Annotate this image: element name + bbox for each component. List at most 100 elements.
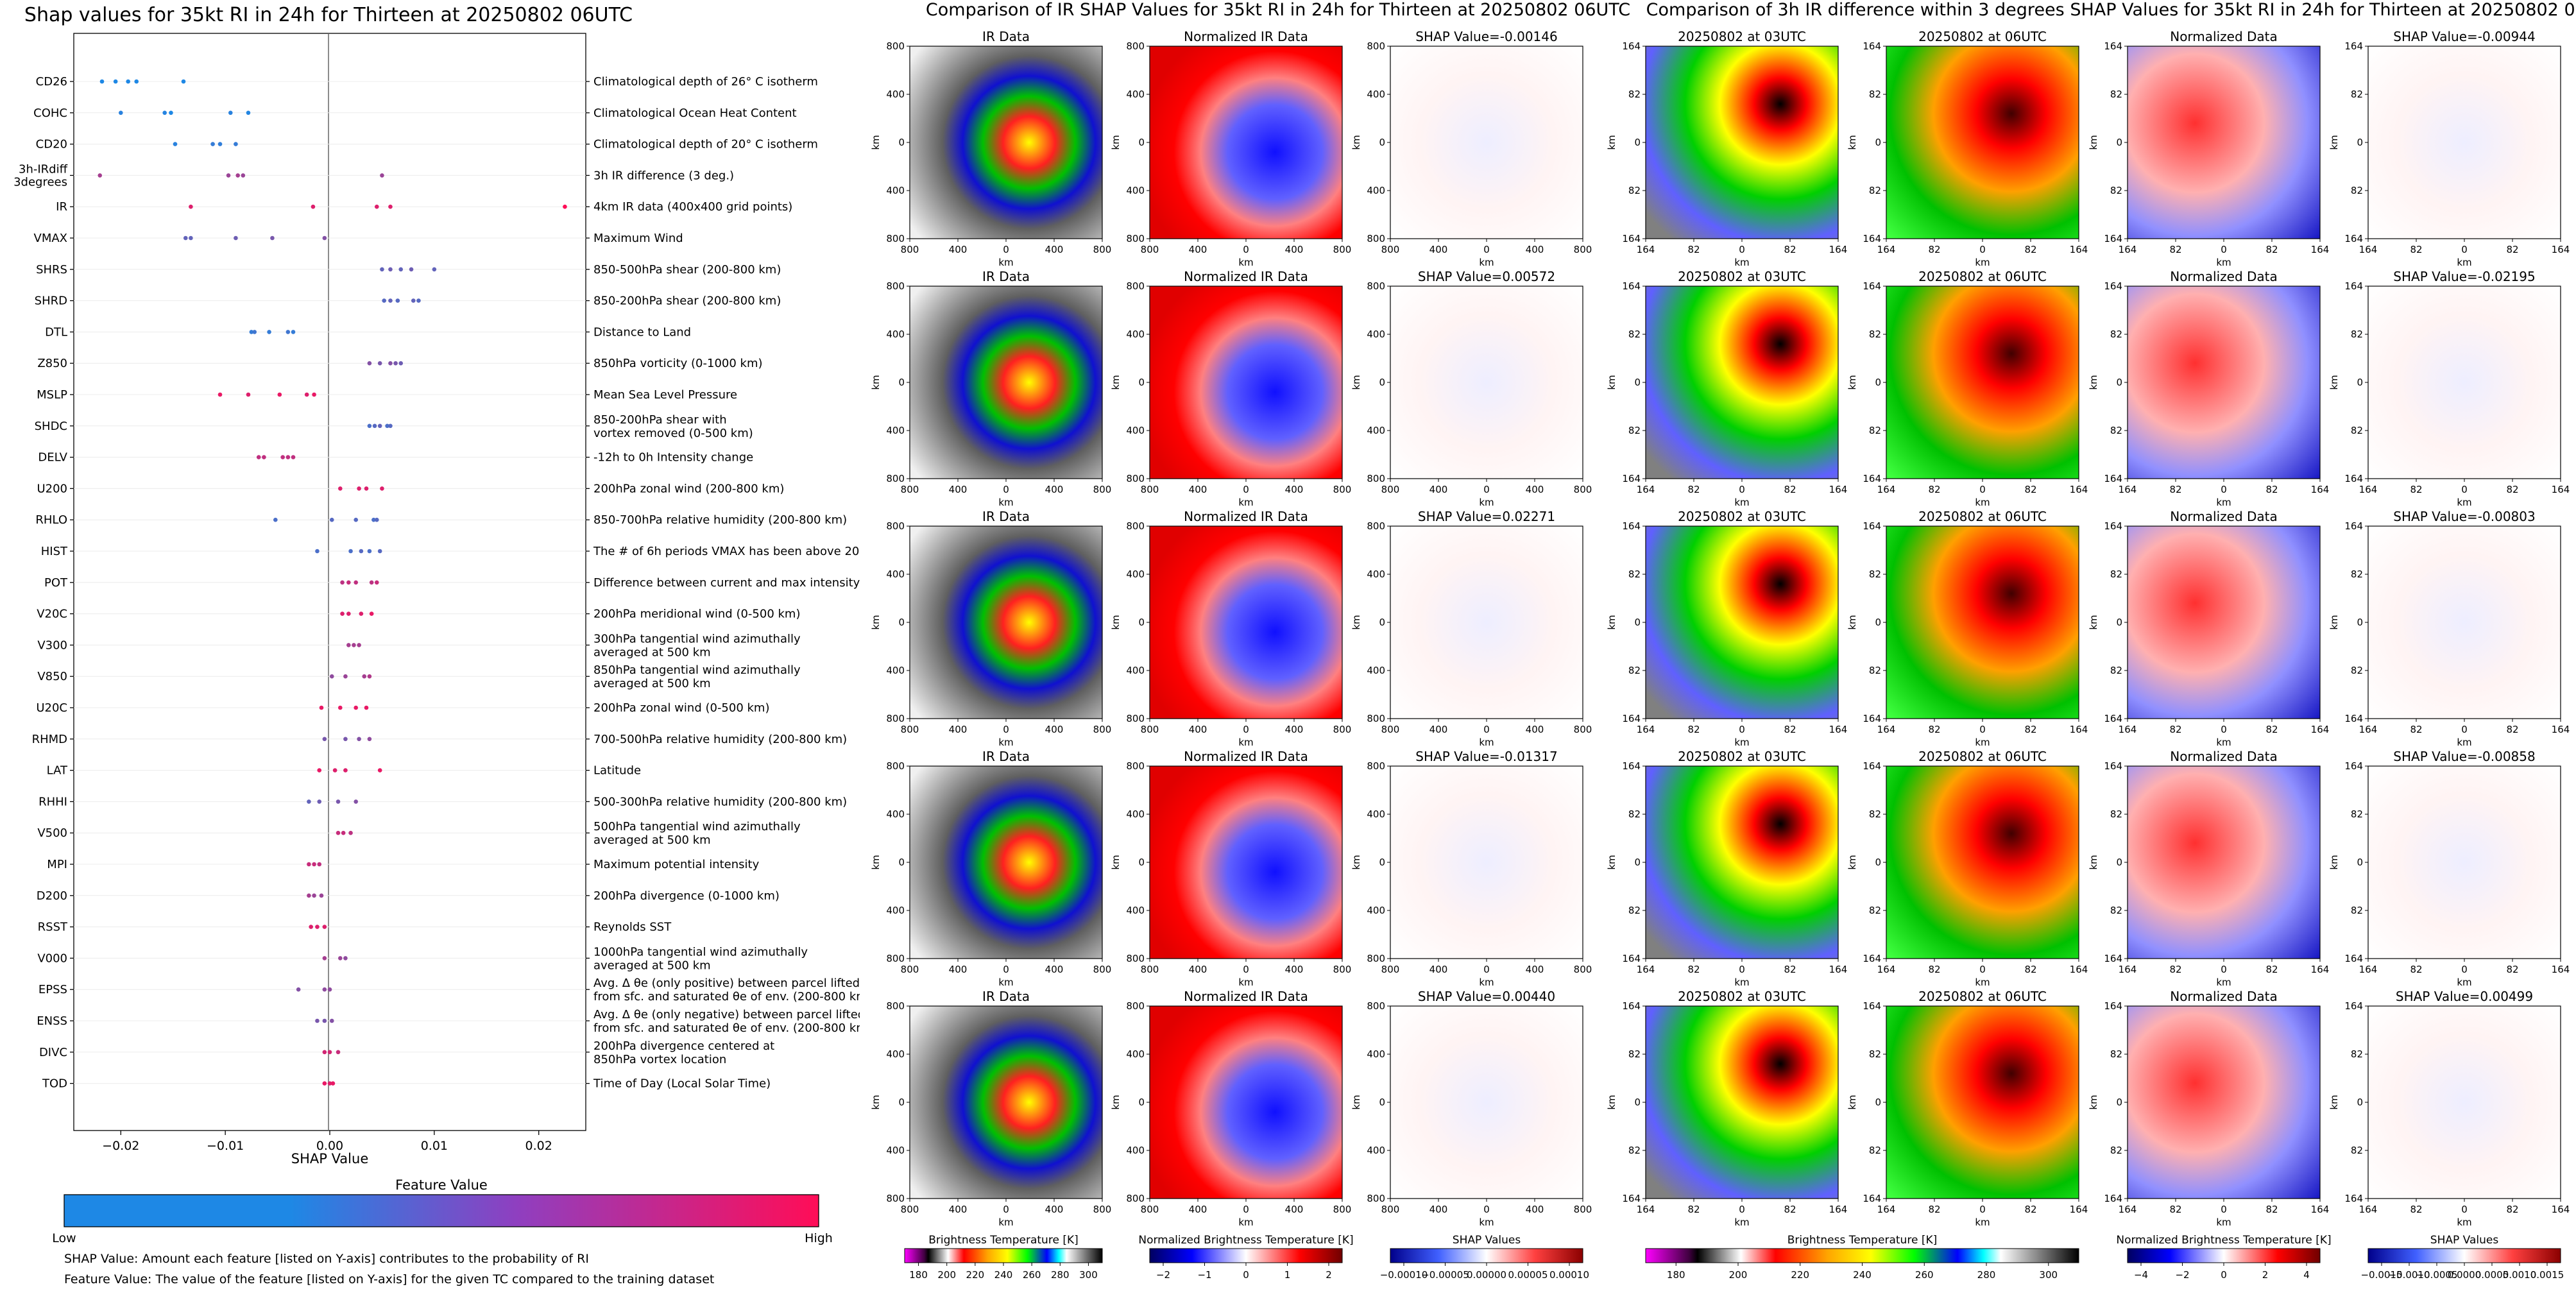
y-tick-label: 82 <box>1869 808 1881 820</box>
shap-point <box>346 580 351 585</box>
panel-image <box>1645 46 1839 239</box>
x-tick-label: 0 <box>1739 724 1745 735</box>
panel-image <box>1149 286 1343 479</box>
x-tick-label: 400 <box>1189 484 1207 495</box>
feature-description-label: 850-200hPa shear with vortex removed (0-5… <box>593 413 753 440</box>
colorbar-tick-label: 280 <box>1051 1269 1070 1281</box>
x-tick-label: 800 <box>1141 1204 1159 1215</box>
x-axis-label: km <box>2457 737 2471 748</box>
panel-title: 20250802 at 03UTC <box>1678 749 1806 764</box>
panel-image <box>2127 286 2321 479</box>
shap-point <box>312 392 316 397</box>
shap-point <box>134 79 139 84</box>
panel-title: Normalized IR Data <box>1184 989 1308 1004</box>
x-tick-label: 800 <box>1141 964 1159 975</box>
colorbar-tick-label: 0 <box>2221 1269 2227 1281</box>
x-tick-label: 82 <box>2024 724 2036 735</box>
feature-code-label: SHDC <box>35 420 67 433</box>
colorbar-tick-label: −0.0015 <box>2360 1269 2402 1281</box>
y-tick-label: 164 <box>1622 1193 1641 1204</box>
shap-point <box>346 643 351 647</box>
panel-image <box>1149 765 1343 959</box>
shap-point <box>374 580 379 585</box>
shap-point <box>359 549 364 554</box>
shap-point <box>380 173 384 178</box>
x-tick-label: 800 <box>1093 964 1112 975</box>
feature-description-label: Reynolds SST <box>593 921 672 934</box>
shap-point <box>118 110 123 115</box>
x-tick-label: 0 <box>1739 484 1745 495</box>
x-axis-label: km <box>1734 737 1749 748</box>
colorbar-strip <box>2367 1248 2561 1263</box>
y-tick-label: 800 <box>886 1000 905 1012</box>
y-tick-label: 82 <box>1869 905 1881 916</box>
feature-code-label: V300 <box>37 638 67 652</box>
x-tick-label: 0 <box>2461 484 2468 495</box>
y-axis-label: km <box>870 615 882 629</box>
x-tick-label: 0 <box>1243 484 1249 495</box>
x-axis-label: km <box>2216 737 2231 748</box>
colorbar-tick-label: 240 <box>1853 1269 1872 1281</box>
y-tick-label: 0 <box>1634 137 1641 148</box>
x-tick-label: 164 <box>2119 724 2137 735</box>
feature-code-label: EPSS <box>38 983 67 996</box>
x-tick-label: 82 <box>2506 484 2518 495</box>
y-tick-label: 400 <box>886 329 905 340</box>
feature-code-label: LAT <box>47 764 68 778</box>
y-axis-label: km <box>2088 855 2099 869</box>
x-tick-label: 800 <box>1333 484 1352 495</box>
feature-code-label: POT <box>44 576 68 590</box>
x-axis-label: km <box>1975 737 1990 748</box>
panel-image <box>909 46 1103 239</box>
shap-point <box>388 204 393 209</box>
feature-description-label: 300hPa tangential wind azimuthally averag… <box>593 632 801 659</box>
y-tick-label: 0 <box>2357 857 2363 868</box>
y-tick-label: 0 <box>2116 377 2122 388</box>
shap-point <box>312 862 316 867</box>
shap-point <box>388 423 393 429</box>
x-tick-label: 0 <box>1979 724 1986 735</box>
x-tick-label: 800 <box>1333 724 1352 735</box>
y-tick-label: 800 <box>1367 473 1385 484</box>
y-tick-label: 164 <box>2104 233 2122 244</box>
ir3h-panel: Normalized Data1641648282008282164164kmk… <box>2088 29 2329 268</box>
y-axis-label: km <box>2088 1095 2099 1109</box>
y-tick-label: 0 <box>1138 617 1145 628</box>
y-tick-label: 400 <box>1126 425 1145 436</box>
x-tick-label: 82 <box>1687 964 1700 975</box>
x-tick-label: 164 <box>2070 964 2088 975</box>
y-tick-label: 164 <box>2104 280 2122 292</box>
x-tick-label: 82 <box>2410 244 2422 255</box>
x-tick-label: 400 <box>1285 1204 1304 1215</box>
x-tick-label: 400 <box>1045 1204 1064 1215</box>
x-tick-label: 0 <box>2461 964 2468 975</box>
panel-title: IR Data <box>982 749 1030 764</box>
shap-point <box>162 110 167 115</box>
y-axis-label: km <box>1847 1095 1858 1109</box>
shap-point <box>377 768 382 773</box>
y-axis-label: km <box>1606 375 1617 389</box>
x-tick-label: 400 <box>1429 244 1448 255</box>
y-tick-label: 0 <box>1875 857 1881 868</box>
shap-point <box>343 768 348 773</box>
y-tick-label: 800 <box>886 713 905 724</box>
feature-code-label: V20C <box>37 608 67 621</box>
y-tick-label: 82 <box>1869 185 1881 196</box>
y-tick-label: 0 <box>1875 137 1881 148</box>
colorbar-strip <box>1149 1248 1343 1263</box>
shap-point <box>343 674 348 679</box>
x-tick-label: 400 <box>949 964 968 975</box>
ir3h-normalized-colorbar: Normalized Brightness Temperature [K] −4 −… <box>2116 1234 2331 1281</box>
x-tick-label: 800 <box>1093 724 1112 735</box>
panel-image <box>2367 1005 2561 1199</box>
y-tick-label: 164 <box>1863 1000 1881 1012</box>
x-tick-label: 82 <box>2265 724 2278 735</box>
y-axis-label: km <box>1847 615 1858 629</box>
feature-description-label: 850-700hPa relative humidity (200-800 km… <box>593 513 847 527</box>
ir3h-panel: SHAP Value=0.004991641648282008282164164… <box>2328 989 2570 1228</box>
colorbar-label: SHAP Values <box>1453 1234 1521 1247</box>
x-tick-label: 400 <box>1526 724 1544 735</box>
x-tick-label: 0 <box>1243 1204 1249 1215</box>
y-tick-label: 400 <box>1126 665 1145 676</box>
panel-title: 20250802 at 06UTC <box>1918 29 2047 44</box>
